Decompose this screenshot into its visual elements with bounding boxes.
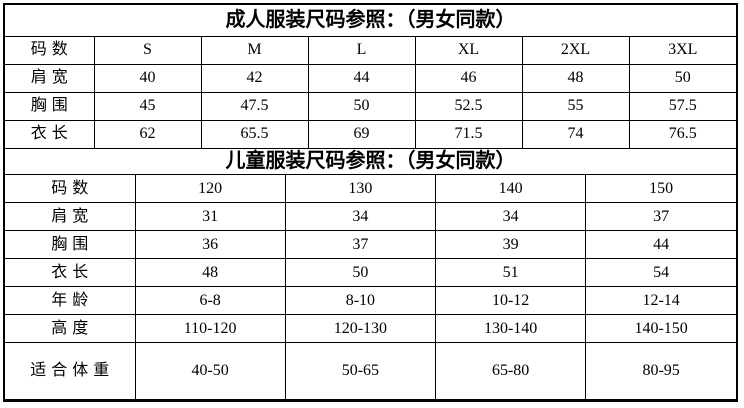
table-cell: XL <box>414 35 523 65</box>
table-cell: 51 <box>434 258 587 287</box>
table-cell: 110-120 <box>134 314 286 343</box>
table-cell: 47.5 <box>200 91 309 121</box>
table-cell: 34 <box>434 202 587 231</box>
children-size-header-row: 码数 120 130 140 150 <box>5 174 736 203</box>
table-cell: 40 <box>93 63 202 93</box>
table-cell: 50 <box>307 91 416 121</box>
table-cell: 65.5 <box>200 119 309 149</box>
table-cell: 40-50 <box>134 342 286 400</box>
table-cell: 34 <box>284 202 437 231</box>
row-label-cell: 码数 <box>5 35 95 65</box>
table-cell: 62 <box>93 119 202 149</box>
table-cell: 50 <box>284 258 437 287</box>
table-cell: 46 <box>414 63 523 93</box>
table-cell: 71.5 <box>414 119 523 149</box>
row-label-cell: 适合体重 <box>5 342 136 400</box>
table-cell: 52.5 <box>414 91 523 121</box>
adult-table-title: 成人服装尺码参照：（男女同款） <box>5 5 736 37</box>
adult-chest-row: 胸围 45 47.5 50 52.5 55 57.5 <box>5 91 736 121</box>
table-cell: 120 <box>134 174 286 203</box>
table-cell: 44 <box>307 63 416 93</box>
children-size-table: 儿童服装尺码参照：（男女同款） 码数 120 130 140 150 肩宽 31… <box>5 147 736 400</box>
size-chart-frame: 成人服装尺码参照：（男女同款） 码数 S M L XL 2XL 3XL 肩宽 4… <box>3 3 738 402</box>
table-cell: 45 <box>93 91 202 121</box>
row-label-cell: 衣长 <box>5 258 136 287</box>
row-label-cell: 年龄 <box>5 286 136 315</box>
table-cell: 57.5 <box>628 91 736 121</box>
table-cell: 44 <box>585 230 736 259</box>
table-cell: 50-65 <box>284 342 437 400</box>
table-cell: 74 <box>521 119 630 149</box>
table-cell: 54 <box>585 258 736 287</box>
table-cell: 8-10 <box>284 286 437 315</box>
children-age-row: 年龄 6-8 8-10 10-12 12-14 <box>5 286 736 315</box>
children-shoulder-row: 肩宽 31 34 34 37 <box>5 202 736 231</box>
table-cell: 130 <box>284 174 437 203</box>
table-cell: 48 <box>521 63 630 93</box>
table-cell: 65-80 <box>434 342 587 400</box>
table-cell: 37 <box>585 202 736 231</box>
table-cell: 76.5 <box>628 119 736 149</box>
table-cell: 69 <box>307 119 416 149</box>
table-cell: 55 <box>521 91 630 121</box>
table-cell: 37 <box>284 230 437 259</box>
table-cell: 42 <box>200 63 309 93</box>
table-cell: 80-95 <box>585 342 736 400</box>
table-cell: 31 <box>134 202 286 231</box>
table-cell: 50 <box>628 63 736 93</box>
table-cell: L <box>307 35 416 65</box>
table-cell: 6-8 <box>134 286 286 315</box>
children-chest-row: 胸围 36 37 39 44 <box>5 230 736 259</box>
table-cell: 2XL <box>521 35 630 65</box>
row-label-cell: 胸围 <box>5 91 95 121</box>
adult-title-row: 成人服装尺码参照：（男女同款） <box>5 5 736 37</box>
row-label-cell: 肩宽 <box>5 63 95 93</box>
adult-size-header-row: 码数 S M L XL 2XL 3XL <box>5 35 736 65</box>
table-cell: M <box>200 35 309 65</box>
table-cell: 12-14 <box>585 286 736 315</box>
adult-shoulder-row: 肩宽 40 42 44 46 48 50 <box>5 63 736 93</box>
children-length-row: 衣长 48 50 51 54 <box>5 258 736 287</box>
children-table-title: 儿童服装尺码参照：（男女同款） <box>5 147 736 175</box>
table-cell: 36 <box>134 230 286 259</box>
row-label-cell: 衣长 <box>5 119 95 149</box>
children-title-row: 儿童服装尺码参照：（男女同款） <box>5 147 736 175</box>
table-cell: 120-130 <box>284 314 437 343</box>
table-cell: 3XL <box>628 35 736 65</box>
table-cell: 10-12 <box>434 286 587 315</box>
row-label-cell: 码数 <box>5 174 136 203</box>
children-weight-row: 适合体重 40-50 50-65 65-80 80-95 <box>5 342 736 400</box>
row-label-cell: 胸围 <box>5 230 136 259</box>
table-cell: 140-150 <box>585 314 736 343</box>
table-cell: 150 <box>585 174 736 203</box>
table-cell: 48 <box>134 258 286 287</box>
table-cell: 39 <box>434 230 587 259</box>
adult-length-row: 衣长 62 65.5 69 71.5 74 76.5 <box>5 119 736 149</box>
table-cell: 140 <box>434 174 587 203</box>
children-height-row: 高度 110-120 120-130 130-140 140-150 <box>5 314 736 343</box>
adult-size-table: 成人服装尺码参照：（男女同款） 码数 S M L XL 2XL 3XL 肩宽 4… <box>5 5 736 149</box>
row-label-cell: 肩宽 <box>5 202 136 231</box>
row-label-cell: 高度 <box>5 314 136 343</box>
table-cell: S <box>93 35 202 65</box>
table-cell: 130-140 <box>434 314 587 343</box>
